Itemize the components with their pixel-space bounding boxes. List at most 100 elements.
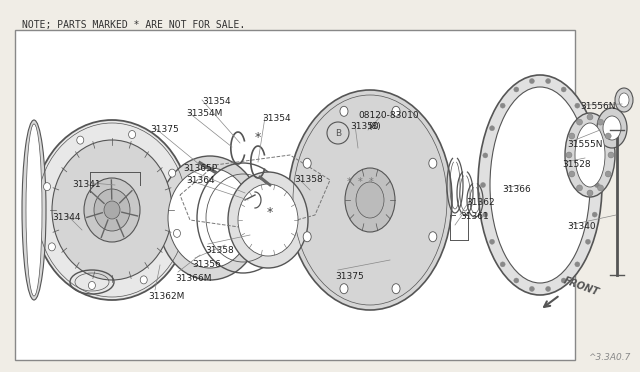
Ellipse shape bbox=[169, 169, 175, 177]
Ellipse shape bbox=[44, 183, 51, 191]
Ellipse shape bbox=[104, 201, 120, 219]
Ellipse shape bbox=[288, 90, 452, 310]
Ellipse shape bbox=[592, 212, 597, 217]
Ellipse shape bbox=[483, 153, 488, 158]
Ellipse shape bbox=[575, 123, 605, 187]
Ellipse shape bbox=[84, 178, 140, 242]
Ellipse shape bbox=[500, 103, 505, 108]
Ellipse shape bbox=[529, 286, 534, 291]
Text: *: * bbox=[267, 205, 273, 218]
Text: NOTE; PARTS MARKED * ARE NOT FOR SALE.: NOTE; PARTS MARKED * ARE NOT FOR SALE. bbox=[22, 20, 245, 30]
Ellipse shape bbox=[605, 171, 611, 177]
Text: 31361: 31361 bbox=[460, 212, 489, 221]
Text: B: B bbox=[335, 128, 341, 138]
Ellipse shape bbox=[26, 124, 42, 296]
Text: 31362: 31362 bbox=[466, 198, 495, 207]
Text: 31362M: 31362M bbox=[148, 292, 184, 301]
Ellipse shape bbox=[514, 278, 519, 283]
Text: 31340: 31340 bbox=[567, 222, 596, 231]
Ellipse shape bbox=[615, 88, 633, 112]
Ellipse shape bbox=[490, 239, 495, 244]
Text: 31354: 31354 bbox=[202, 97, 230, 106]
Ellipse shape bbox=[587, 114, 593, 120]
Ellipse shape bbox=[569, 133, 575, 139]
Text: (8): (8) bbox=[368, 122, 381, 131]
Ellipse shape bbox=[88, 282, 95, 289]
Ellipse shape bbox=[575, 262, 580, 267]
Ellipse shape bbox=[483, 212, 488, 217]
Ellipse shape bbox=[129, 131, 136, 138]
Ellipse shape bbox=[303, 158, 311, 168]
Ellipse shape bbox=[340, 284, 348, 294]
Ellipse shape bbox=[303, 232, 311, 242]
Ellipse shape bbox=[158, 156, 262, 280]
Text: 31375: 31375 bbox=[335, 272, 364, 281]
Ellipse shape bbox=[598, 119, 604, 125]
Ellipse shape bbox=[565, 113, 615, 197]
Ellipse shape bbox=[392, 284, 400, 294]
Ellipse shape bbox=[566, 152, 572, 158]
Text: 31375: 31375 bbox=[150, 125, 179, 134]
Ellipse shape bbox=[587, 190, 593, 196]
Text: 08120-83010: 08120-83010 bbox=[358, 111, 419, 120]
Ellipse shape bbox=[603, 116, 621, 140]
Ellipse shape bbox=[140, 276, 147, 284]
Text: 31366: 31366 bbox=[502, 185, 531, 194]
Text: 31354: 31354 bbox=[262, 114, 291, 123]
Text: 31366M: 31366M bbox=[175, 274, 211, 283]
Ellipse shape bbox=[22, 120, 46, 300]
Text: FRONT: FRONT bbox=[562, 276, 600, 298]
Ellipse shape bbox=[345, 168, 395, 232]
Text: 31344: 31344 bbox=[52, 213, 81, 222]
Text: *: * bbox=[255, 131, 261, 144]
Ellipse shape bbox=[228, 172, 308, 268]
Ellipse shape bbox=[598, 185, 604, 191]
Ellipse shape bbox=[605, 133, 611, 139]
Ellipse shape bbox=[529, 78, 534, 84]
Ellipse shape bbox=[561, 87, 566, 92]
Ellipse shape bbox=[577, 119, 582, 125]
Ellipse shape bbox=[429, 158, 437, 168]
Ellipse shape bbox=[490, 87, 590, 283]
Ellipse shape bbox=[514, 87, 519, 92]
Text: 31356: 31356 bbox=[192, 260, 221, 269]
Ellipse shape bbox=[569, 171, 575, 177]
Ellipse shape bbox=[577, 185, 582, 191]
Ellipse shape bbox=[586, 126, 591, 131]
Ellipse shape bbox=[546, 78, 550, 84]
Ellipse shape bbox=[575, 103, 580, 108]
Ellipse shape bbox=[478, 75, 602, 295]
Ellipse shape bbox=[608, 152, 614, 158]
Ellipse shape bbox=[592, 153, 597, 158]
Ellipse shape bbox=[619, 93, 629, 107]
Ellipse shape bbox=[392, 106, 400, 116]
Ellipse shape bbox=[94, 189, 130, 231]
Ellipse shape bbox=[52, 140, 172, 280]
Ellipse shape bbox=[168, 168, 252, 268]
Ellipse shape bbox=[500, 262, 505, 267]
Text: ^3.3A0.7: ^3.3A0.7 bbox=[588, 353, 630, 362]
Ellipse shape bbox=[597, 108, 627, 148]
Ellipse shape bbox=[238, 184, 298, 256]
Text: 31556N: 31556N bbox=[580, 102, 616, 111]
Ellipse shape bbox=[481, 183, 486, 187]
Ellipse shape bbox=[34, 120, 190, 300]
Ellipse shape bbox=[561, 278, 566, 283]
Text: *  *  *: * * * bbox=[347, 177, 373, 187]
Ellipse shape bbox=[49, 243, 55, 251]
Ellipse shape bbox=[586, 239, 591, 244]
Text: 31341: 31341 bbox=[72, 180, 100, 189]
Bar bbox=[15, 30, 575, 360]
Text: 31365P: 31365P bbox=[183, 164, 217, 173]
Ellipse shape bbox=[173, 230, 180, 237]
Text: 31528: 31528 bbox=[562, 160, 591, 169]
Ellipse shape bbox=[546, 286, 550, 291]
Text: 31358: 31358 bbox=[205, 246, 234, 255]
Ellipse shape bbox=[595, 183, 600, 187]
Ellipse shape bbox=[77, 136, 84, 144]
Ellipse shape bbox=[356, 182, 384, 218]
Ellipse shape bbox=[340, 106, 348, 116]
Text: 31364: 31364 bbox=[186, 176, 214, 185]
Text: 31358: 31358 bbox=[294, 175, 323, 184]
Ellipse shape bbox=[490, 126, 495, 131]
